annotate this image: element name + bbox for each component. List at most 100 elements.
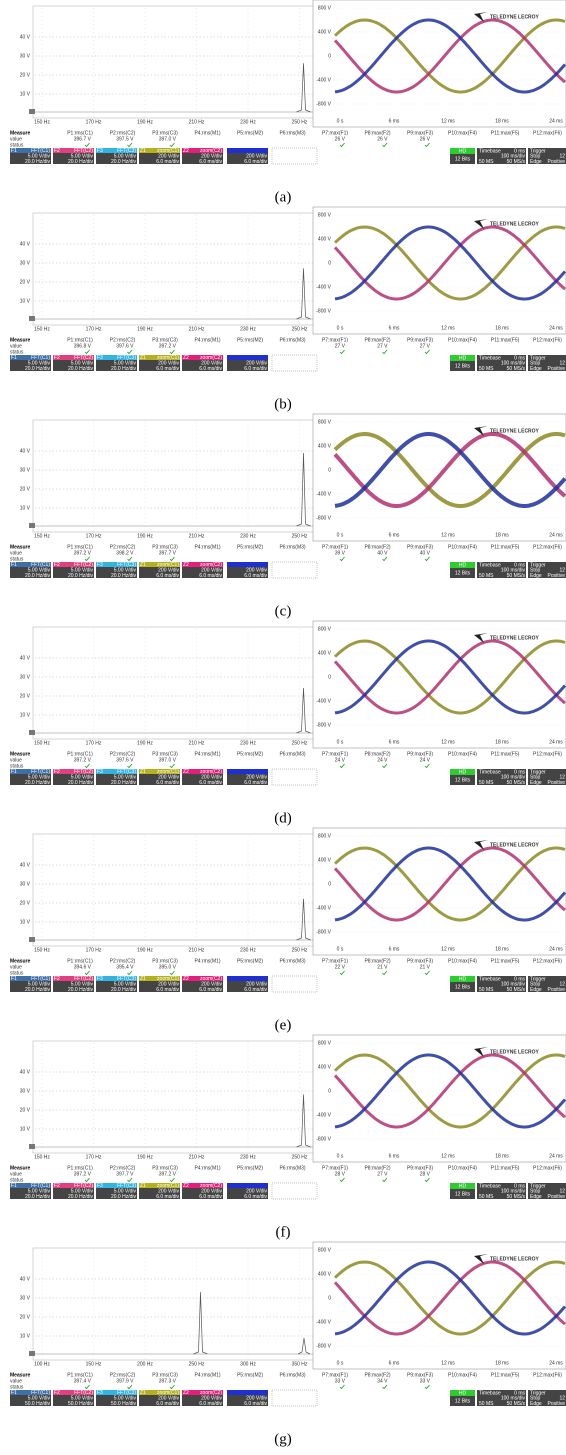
status-check (85, 764, 90, 768)
y-tick-label: 30 V (20, 467, 31, 473)
measure-header: P4:rms(M1) (194, 130, 220, 136)
y-tick-label: 40 V (20, 34, 31, 40)
status-check (128, 971, 133, 975)
measure-header: P11:max(F5) (491, 958, 520, 964)
hd-label: HD (459, 148, 467, 154)
trace-header (227, 976, 268, 981)
scope-y-label: 0 (328, 467, 331, 473)
status-check (170, 764, 175, 768)
trace-id: F2 (54, 769, 60, 775)
measure-header: P4:rms(M1) (194, 1165, 220, 1171)
trace-id: F3 (97, 976, 103, 982)
scope-x-label: 24 ms (549, 1360, 563, 1366)
scope-brand: TELEDYNE LECROY (490, 428, 540, 434)
trace-header (227, 355, 268, 360)
measure-value: 24 V (420, 757, 431, 763)
measure-header: P5:rms(M2) (237, 751, 263, 757)
timebase-label: Timebase (479, 562, 501, 568)
status-check (85, 1385, 90, 1389)
scope-x-label: 0 s (337, 118, 344, 124)
y-tick-label: 30 V (20, 881, 31, 887)
status-check (383, 1178, 388, 1182)
panel: 40 V30 V20 V10 V150 Hz170 Hz190 Hz210 Hz… (10, 621, 566, 826)
x-tick-label: 190 Hz (137, 119, 153, 125)
scope-x-label: 18 ms (495, 118, 509, 124)
scope-x-label: 6 ms (389, 118, 400, 124)
y-tick-label: 30 V (20, 53, 31, 59)
trace-div: 20.0 Hz/div (25, 1194, 51, 1200)
x-tick-label: 210 Hz (189, 740, 205, 746)
empty-slot (272, 562, 317, 578)
trigger-type: Edge (530, 1401, 542, 1407)
trace-id: Z1 (140, 355, 146, 361)
status-check (340, 971, 345, 975)
trace-div: 20.0 Hz/div (68, 366, 94, 372)
status-check (85, 971, 90, 975)
measure-value: 395.4 V (116, 964, 134, 970)
status-check (383, 1385, 388, 1389)
status-check (340, 350, 345, 354)
trace-id: F1 (11, 148, 17, 154)
trace-id: F3 (97, 148, 103, 154)
measure-value: 398.2 V (116, 550, 134, 556)
x-tick-label: 190 Hz (137, 1154, 153, 1160)
measure-value: 26 V (335, 136, 346, 142)
scope-y-label: -400 V (316, 284, 331, 290)
measure-header: P10:max(F4) (448, 958, 477, 964)
empty-slot (272, 148, 317, 164)
trace-div: 50.0 Hz/div (68, 1401, 94, 1407)
status-check (340, 764, 345, 768)
trigger-type: Edge (530, 780, 542, 786)
trigger-type: Edge (530, 366, 542, 372)
panel: 40 V30 V20 V10 V150 Hz170 Hz190 Hz210 Hz… (10, 414, 566, 619)
x-tick-label: 250 Hz (292, 533, 308, 539)
status-check (170, 1178, 175, 1182)
scope-brand: TELEDYNE LECROY (490, 1256, 540, 1262)
scope-y-label: 0 (328, 1088, 331, 1094)
trace-id: F3 (97, 355, 103, 361)
trace-div: 6.0 ms/div (156, 1401, 179, 1407)
scope-y-label: 800 V (318, 212, 332, 218)
status-check (170, 350, 175, 354)
timebase-label: Timebase (479, 148, 501, 154)
status-check (128, 764, 133, 768)
trace-id: Z1 (140, 148, 146, 154)
measure-header: P10:max(F4) (448, 130, 477, 136)
scope-y-label: -800 V (316, 929, 331, 935)
measure-header: P5:rms(M2) (237, 337, 263, 343)
measure-header: P12:max(F6) (533, 544, 562, 550)
trace-div: 20.0 Hz/div (25, 366, 51, 372)
measure-header: P12:max(F6) (533, 337, 562, 343)
scope-y-label: 0 (328, 674, 331, 680)
measure-value: 27 V (335, 343, 346, 349)
trace-id: Z2 (183, 562, 189, 568)
trace-id: Z1 (140, 976, 146, 982)
scope-y-label: -800 V (316, 1136, 331, 1142)
scope-y-label: 0 (328, 53, 331, 59)
status-check (425, 1385, 430, 1389)
scope-x-label: 0 s (337, 946, 344, 952)
scope-x-label: 24 ms (549, 946, 563, 952)
scope-x-label: 18 ms (495, 1360, 509, 1366)
measure-value: 26 V (377, 136, 388, 142)
x-tick-label: 150 Hz (34, 740, 50, 746)
status-check (383, 764, 388, 768)
x-tick-label: 200 Hz (137, 1361, 153, 1367)
x-tick-label: 150 Hz (34, 1154, 50, 1160)
status-check (170, 143, 175, 147)
x-tick-label: 300 Hz (240, 1361, 256, 1367)
empty-slot (272, 1183, 317, 1199)
measure-value: 33 V (335, 1378, 346, 1384)
trace-div: 20.0 Hz/div (68, 573, 94, 579)
scope-x-label: 6 ms (389, 739, 400, 745)
scope-y-label: 800 V (318, 833, 332, 839)
y-tick-label: 20 V (20, 279, 31, 285)
trace-div: 6.0 ms/div (156, 366, 179, 372)
y-tick-label: 20 V (20, 486, 31, 492)
panel-label: (a) (275, 189, 292, 205)
trace-marker (29, 937, 35, 942)
measure-value: 397.9 V (116, 1378, 134, 1384)
trace-id: F2 (54, 976, 60, 982)
scope-y-label: 800 V (318, 1040, 332, 1046)
measure-header: P11:max(F5) (491, 1372, 520, 1378)
